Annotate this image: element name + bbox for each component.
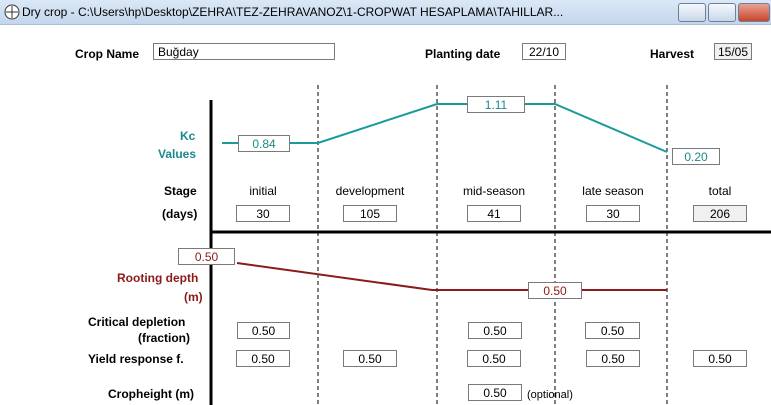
days-input[interactable]: 105 — [343, 205, 397, 222]
label: Cropheight (m) — [108, 387, 194, 401]
yield-input[interactable]: 0.50 — [236, 350, 290, 367]
close-button[interactable] — [738, 3, 770, 22]
stage-name: late season — [582, 184, 644, 198]
maximize-button[interactable] — [708, 3, 736, 22]
yield-input[interactable]: 0.50 — [586, 350, 640, 367]
stage-name: initial — [249, 184, 277, 198]
label: Harvest — [650, 47, 695, 61]
note: (optional) — [527, 389, 573, 401]
rooting-input[interactable]: 0.50 — [528, 282, 582, 299]
label: (fraction) — [138, 331, 190, 345]
days-input: 206 — [693, 205, 747, 222]
yield-input[interactable]: 0.50 — [467, 350, 521, 367]
label: (days) — [162, 207, 198, 221]
depletion-input[interactable]: 0.50 — [237, 322, 290, 339]
yield-input[interactable]: 0.50 — [343, 350, 397, 367]
rooting-input[interactable]: 0.50 — [178, 248, 235, 265]
days-input[interactable]: 30 — [236, 205, 290, 222]
stage-name: total — [708, 184, 732, 198]
app-icon — [4, 4, 20, 20]
label: Crop Name — [75, 47, 140, 61]
kc-input[interactable]: 0.20 — [672, 148, 720, 165]
label: Rooting depth — [117, 271, 199, 285]
label: (m) — [184, 290, 203, 304]
minimize-button[interactable] — [678, 3, 706, 22]
kc-input[interactable]: 1.11 — [467, 96, 525, 113]
label: Values — [158, 147, 197, 161]
label: Kc — [180, 129, 196, 143]
days-input[interactable]: 41 — [467, 205, 521, 222]
planting-date-input[interactable]: 22/10 — [522, 43, 566, 60]
depletion-input[interactable]: 0.50 — [585, 322, 640, 339]
stage-name: development — [335, 184, 405, 198]
title-bar: Dry crop - C:\Users\hp\Desktop\ZEHRA\TEZ… — [0, 0, 771, 25]
stage-name: mid-season — [462, 184, 526, 198]
label: Stage — [164, 184, 197, 198]
label: Planting date — [425, 47, 501, 61]
cropheight-input[interactable]: 0.50 — [468, 384, 522, 401]
crop-name-input[interactable]: Buğday — [153, 43, 335, 60]
days-input[interactable]: 30 — [586, 205, 640, 222]
depletion-input[interactable]: 0.50 — [468, 322, 522, 339]
yield-input[interactable]: 0.50 — [693, 350, 747, 367]
label: Critical depletion — [88, 315, 186, 329]
label: Yield response f. — [88, 352, 184, 366]
harvest-date: 15/05 — [714, 43, 752, 60]
kc-input[interactable]: 0.84 — [238, 135, 290, 152]
window-title: Dry crop - C:\Users\hp\Desktop\ZEHRA\TEZ… — [22, 5, 564, 19]
